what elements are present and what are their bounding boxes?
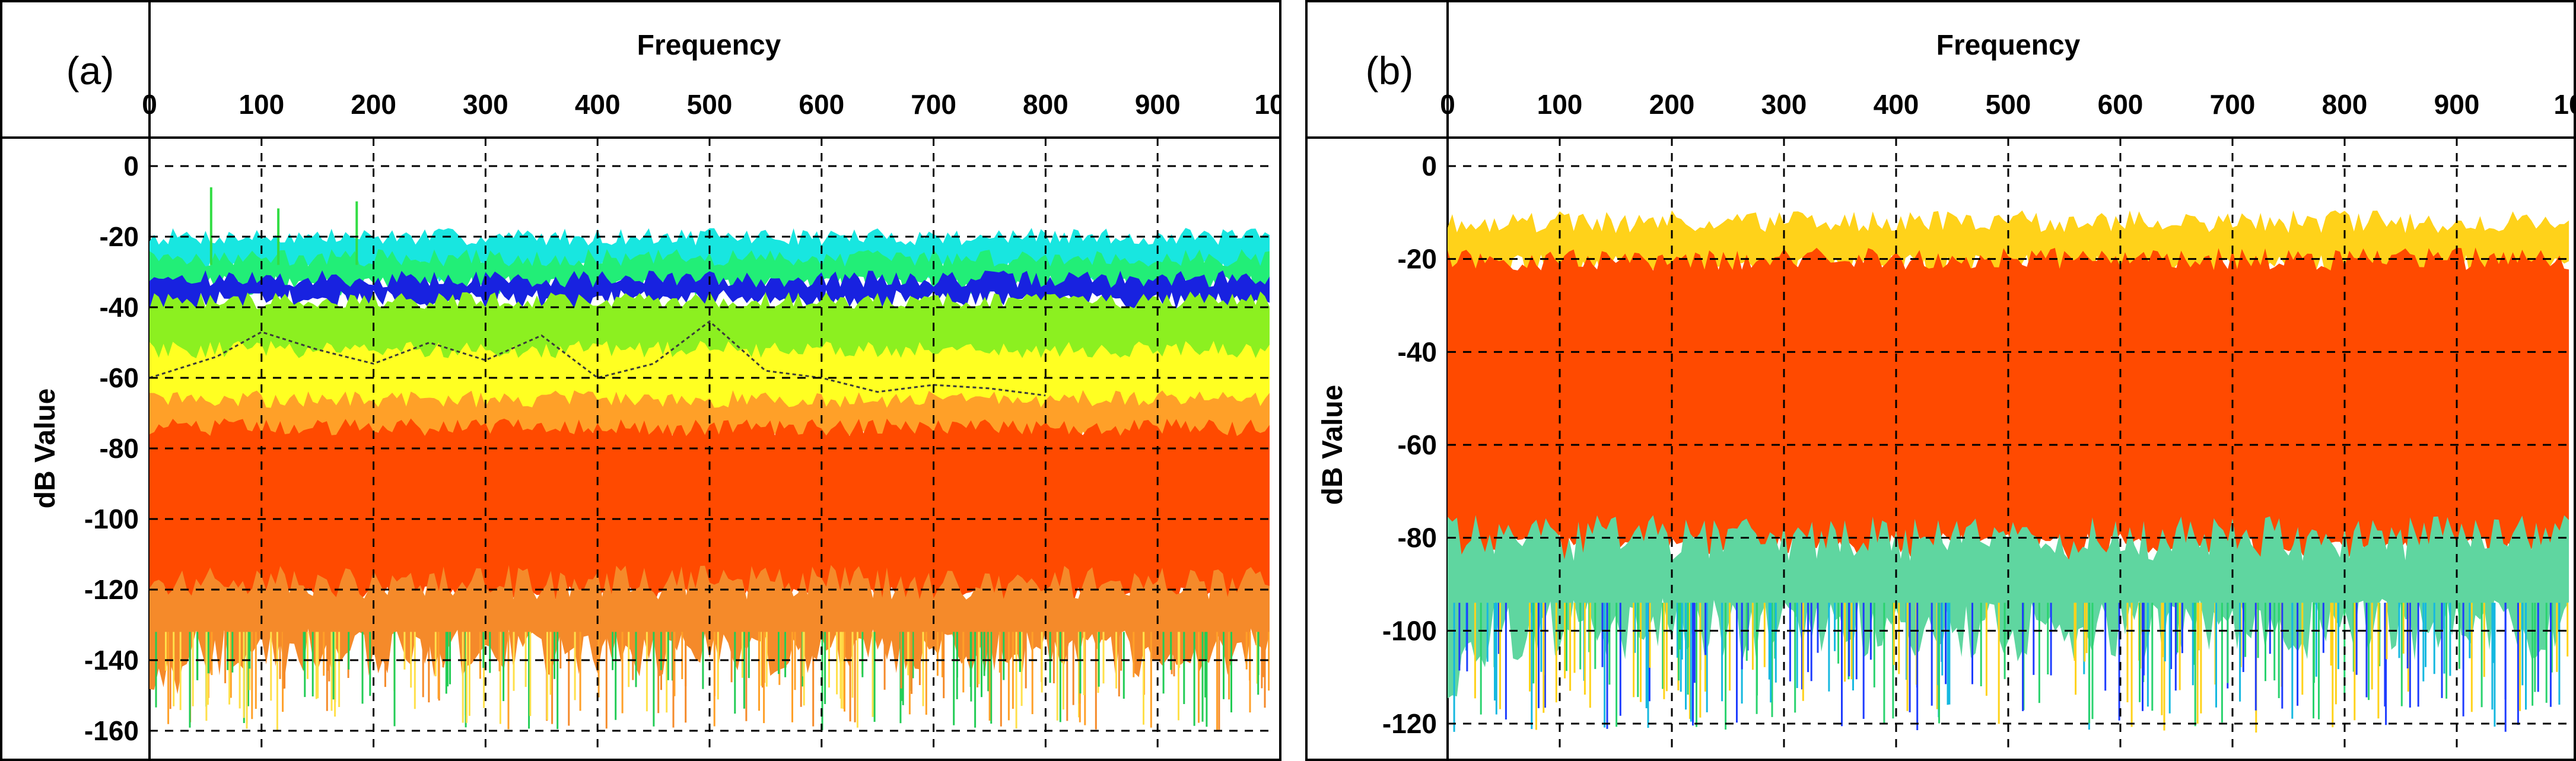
- chart-b-svg: 0100200300400500600700800900100-20-40-60…: [1305, 0, 2576, 761]
- chart-b-x-tick-label: 200: [1649, 89, 1695, 120]
- chart-b-title: Frequency: [1936, 30, 2081, 61]
- chart-b-y-tick-label: 0: [1421, 151, 1437, 182]
- chart-b-y-tick-label: -40: [1398, 336, 1437, 367]
- chart-a-series-5: [150, 390, 1270, 501]
- chart-a-series-2: [150, 270, 1270, 351]
- chart-a-outer-frame: [0, 0, 1281, 761]
- chart-a-y-tick-label: -100: [84, 504, 139, 534]
- chart-a-y-tick-label: -40: [100, 292, 139, 323]
- chart-a-x-tick-label: 100: [238, 89, 284, 120]
- chart-a-y-tick-label: -160: [84, 715, 139, 746]
- chart-b-x-tick-label: 400: [1874, 89, 1919, 120]
- chart-a-plot-area: [150, 187, 1270, 731]
- chart-a-x-tick-label: 800: [1023, 89, 1068, 120]
- chart-b-y-tick-label: -120: [1382, 708, 1437, 739]
- chart-b-series-0: [1448, 210, 2569, 348]
- chart-b-y-tick-label: -100: [1382, 615, 1437, 646]
- chart-b-x-tick-label: 600: [2098, 89, 2144, 120]
- chart-a-y-tick-label: -140: [84, 645, 139, 676]
- chart-b-panel-label: (b): [1366, 49, 1414, 93]
- chart-b-x-tick-label: 10: [2553, 89, 2576, 120]
- chart-a-y-tick-label: -20: [100, 221, 139, 252]
- chart-a-x-tick-label: 900: [1135, 89, 1181, 120]
- chart-b-ylabel: dB Value: [1317, 385, 1349, 505]
- chart-panel-a: 0 100 200 300 400 500 600 700 800 900 10 0 -20 -40 -60…: [0, 0, 1281, 761]
- chart-a-x-tick-label: 400: [575, 89, 621, 120]
- chart-b-x-tick-label: 500: [1986, 89, 2031, 120]
- chart-a-y-tick-label: -60: [100, 362, 139, 393]
- chart-a-y-tick-label: -80: [100, 433, 139, 464]
- chart-b-y-tick-label: -20: [1398, 244, 1437, 275]
- chart-a-x-tick-label: 300: [463, 89, 508, 120]
- chart-b-x-tick-label: 800: [2322, 89, 2368, 120]
- chart-a-title: Frequency: [637, 30, 781, 61]
- chart-a-x-tick-label: 600: [799, 89, 844, 120]
- chart-a-svg: 0 100 200 300 400 500 600 700 800 900 100-20-40-60…: [0, 0, 1281, 761]
- chart-b-x-tick-label: 100: [1537, 89, 1583, 120]
- chart-a-y-tick-label: -120: [84, 574, 139, 605]
- chart-a-x-tick-label: 200: [351, 89, 396, 120]
- chart-panel-b: 0100200300400500600700800900100-20-40-60…: [1305, 0, 2576, 761]
- chart-a-panel-label: (a): [66, 49, 115, 93]
- chart-b-x-tick-label: 0: [1440, 89, 1455, 120]
- chart-a-y-tick-label: 0: [123, 151, 139, 182]
- chart-a-x-tick-label: 0: [142, 89, 157, 120]
- chart-b-x-tick-label: 700: [2210, 89, 2256, 120]
- chart-a-x-tick-label: 500: [687, 89, 733, 120]
- chart-a-x-tick-label: 10: [1254, 89, 1281, 120]
- chart-a-series-7: [150, 565, 1270, 695]
- chart-a-x-tick-label: 700: [911, 89, 956, 120]
- chart-b-y-tick-label: -80: [1398, 523, 1437, 553]
- chart-b-x-tick-label: 300: [1761, 89, 1807, 120]
- chart-b-x-tick-label: 900: [2434, 89, 2480, 120]
- chart-b-outer-frame: [1305, 0, 2576, 761]
- chart-a-envelope-line: [150, 320, 1046, 397]
- chart-a-ylabel: dB Value: [30, 389, 61, 509]
- chart-b-y-tick-label: -60: [1398, 429, 1437, 460]
